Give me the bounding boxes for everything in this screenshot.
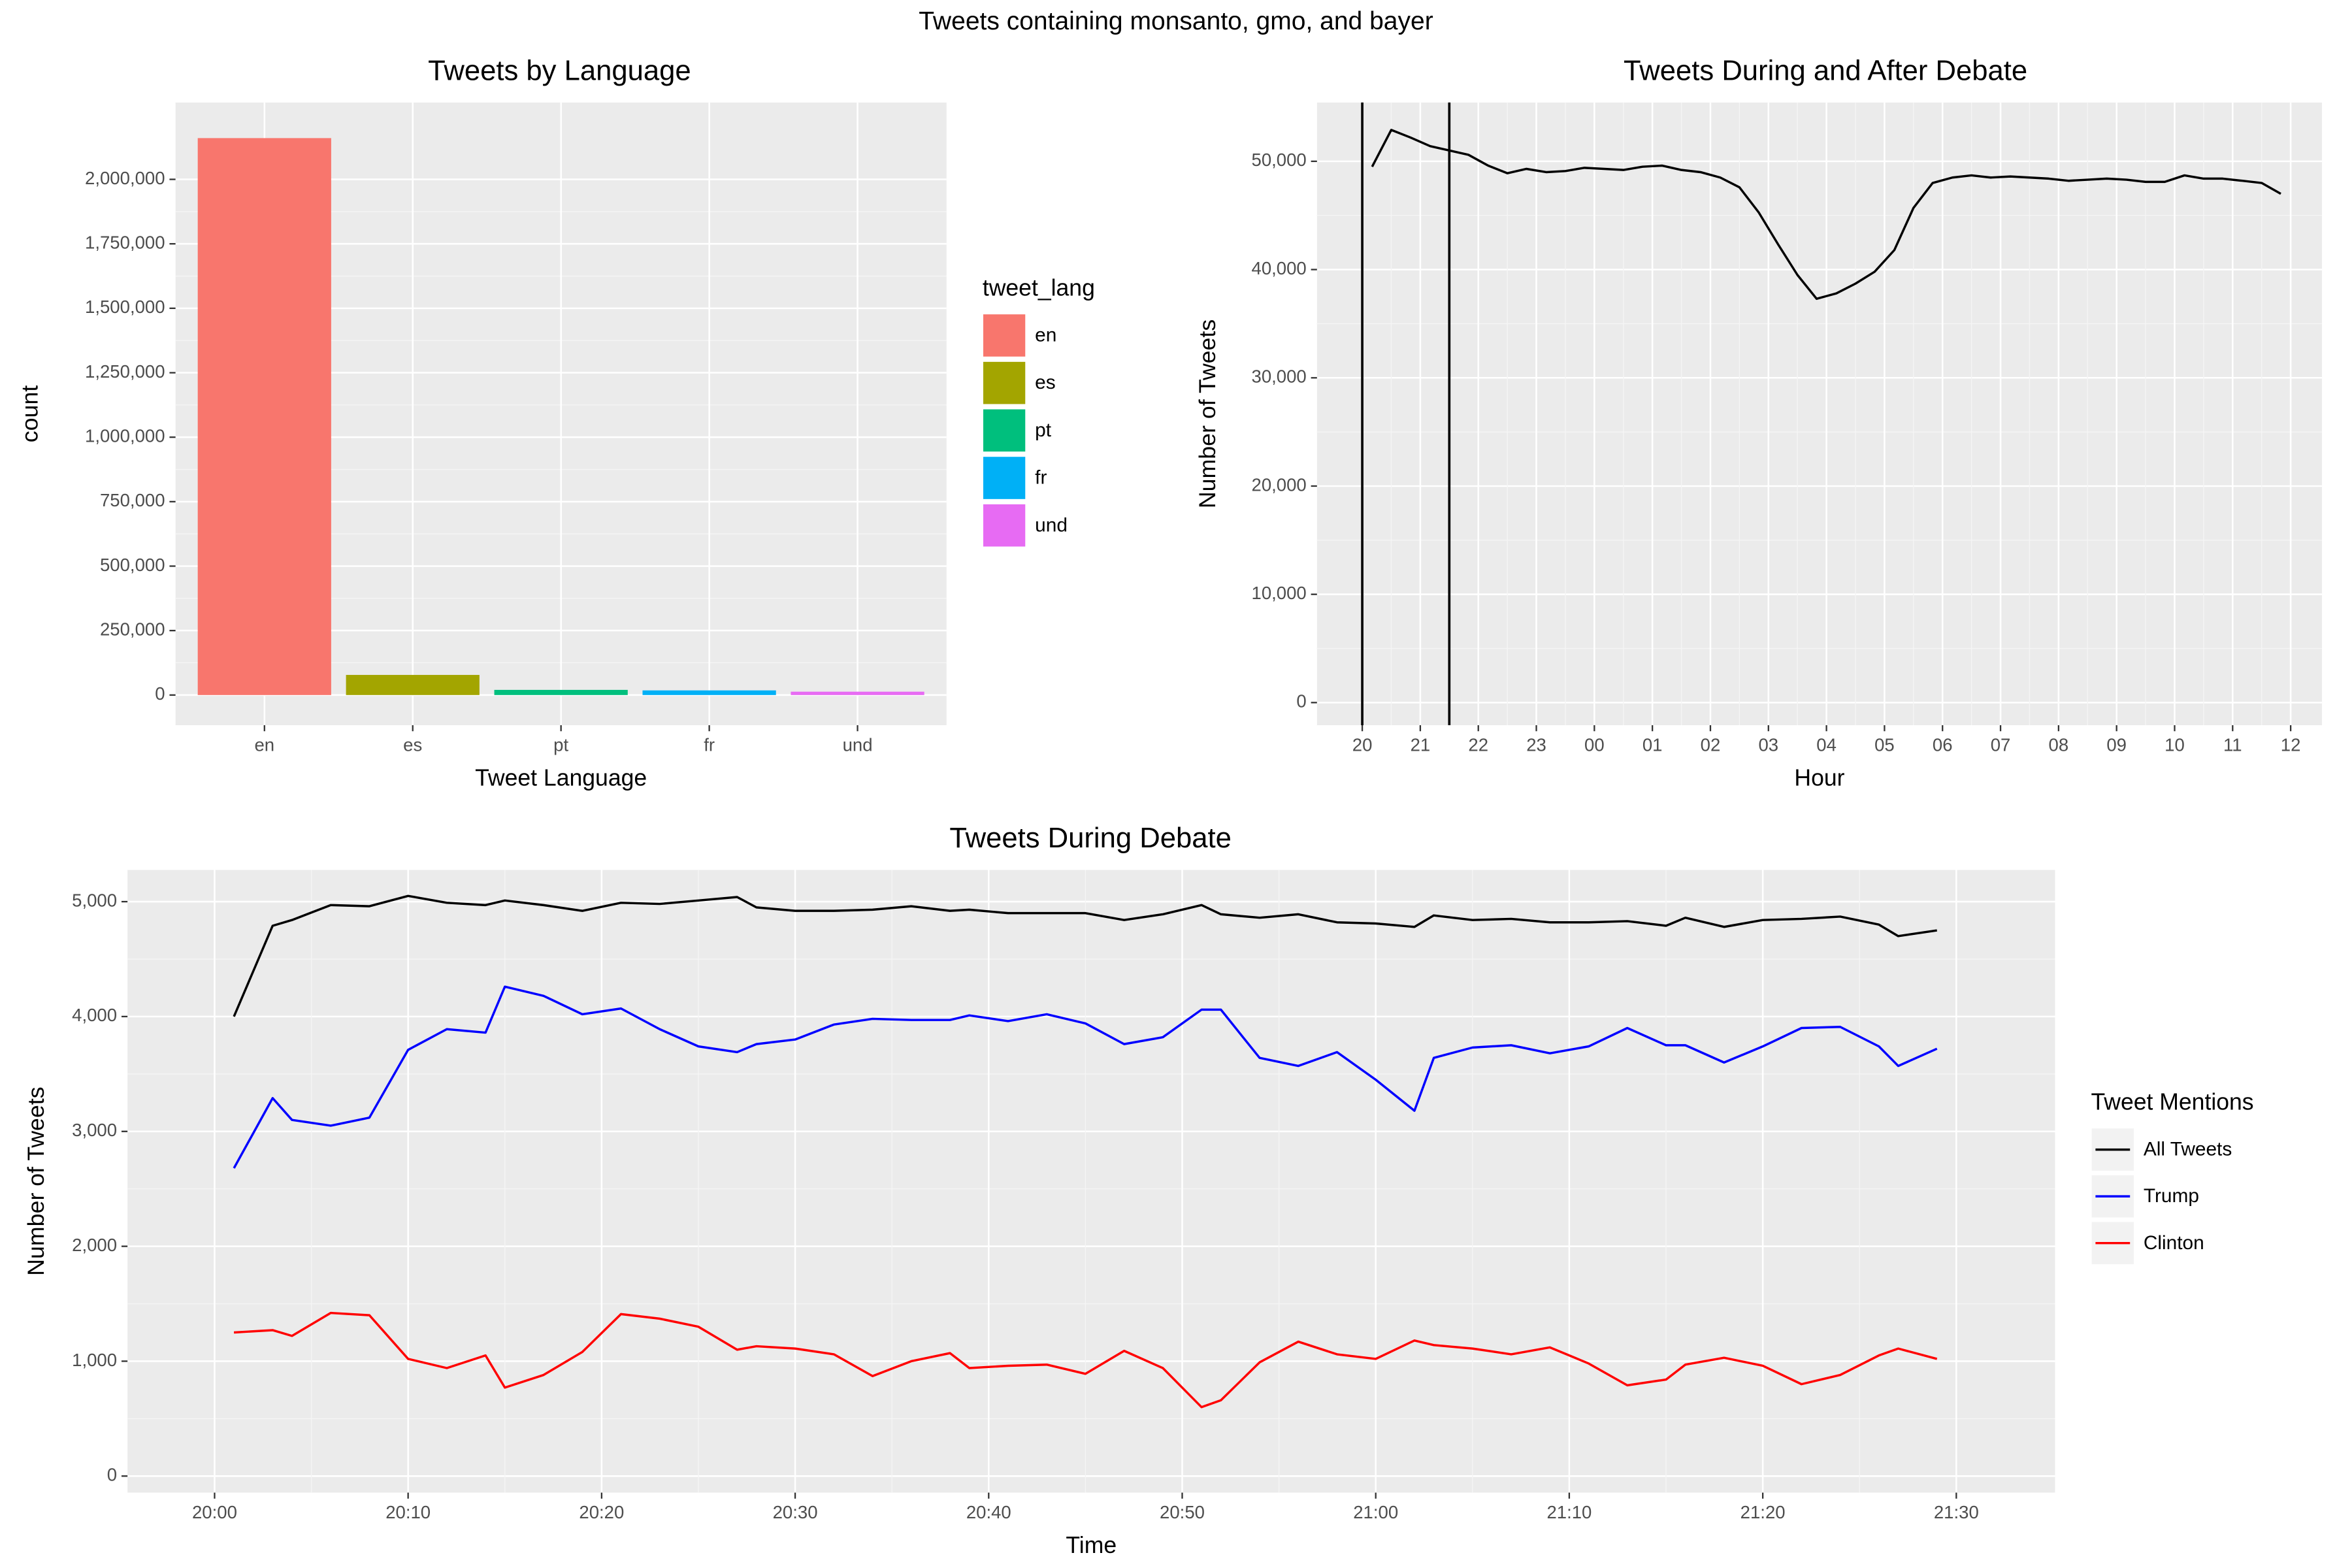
bar	[642, 690, 776, 695]
legend-label: es	[1035, 372, 1056, 393]
y-tick-label: 40,000	[1252, 258, 1307, 278]
y-tick-label: 2,000	[72, 1235, 117, 1255]
x-tick-label: fr	[704, 735, 715, 755]
x-tick-label: 23	[1526, 735, 1546, 755]
page-title: Tweets containing monsanto, gmo, and bay…	[919, 7, 1433, 35]
y-tick-label: 500,000	[100, 555, 165, 575]
legend-key	[981, 312, 1027, 359]
x-tick-label: 12	[2281, 735, 2301, 755]
bar	[197, 138, 331, 695]
y-tick-label: 250,000	[100, 619, 165, 639]
x-tick-label: 20	[1352, 735, 1373, 755]
y-tick-label: 3,000	[72, 1120, 117, 1140]
series-line	[1371, 129, 2281, 301]
legend-label: Clinton	[2144, 1232, 2204, 1254]
y-tick-label: 750,000	[100, 490, 165, 510]
x-tick-label: und	[843, 735, 873, 755]
x-tick-label: 02	[1701, 735, 1721, 755]
x-tick-label: 20:30	[773, 1502, 818, 1522]
y-tick-label: 1,000	[72, 1350, 117, 1370]
x-tick-label: 01	[1642, 735, 1663, 755]
legend-label: All Tweets	[2144, 1139, 2232, 1160]
y-tick-label: 5,000	[72, 890, 117, 910]
x-tick-label: 06	[1933, 735, 1953, 755]
x-tick-label: pt	[553, 735, 568, 755]
y-axis-title: Number of Tweets	[1194, 319, 1220, 508]
x-axis-title: Hour	[1794, 764, 1844, 791]
x-axis-title: Tweet Language	[475, 764, 647, 791]
x-tick-label: 05	[1874, 735, 1895, 755]
x-tick-label: 21:20	[1740, 1502, 1786, 1522]
y-tick-label: 1,250,000	[85, 361, 165, 382]
x-tick-label: 20:00	[192, 1502, 237, 1522]
x-tick-label: 03	[1758, 735, 1778, 755]
y-tick-label: 50,000	[1252, 150, 1307, 170]
x-tick-label: 04	[1816, 735, 1837, 755]
legend-label: pt	[1035, 419, 1052, 441]
x-tick-label: 21	[1411, 735, 1431, 755]
x-tick-label: 10	[2164, 735, 2185, 755]
y-tick-label: 20,000	[1252, 474, 1307, 495]
plot-panel	[1316, 102, 2323, 725]
series-line	[233, 985, 1938, 1169]
x-tick-label: 00	[1584, 735, 1605, 755]
y-axis-title: Number of Tweets	[23, 1086, 49, 1275]
legend-title: tweet_lang	[983, 274, 1095, 301]
y-tick-label: 1,750,000	[85, 232, 165, 252]
y-tick-label: 4,000	[72, 1005, 117, 1025]
legend-key	[981, 502, 1027, 548]
plot-panel	[127, 870, 2055, 1493]
y-tick-label: 0	[1296, 691, 1306, 711]
x-tick-label: 22	[1468, 735, 1488, 755]
legend-label: en	[1035, 324, 1056, 346]
y-tick-label: 1,000,000	[85, 425, 165, 446]
y-axis-title: count	[17, 385, 43, 443]
series-line	[233, 894, 1937, 1017]
x-tick-label: es	[403, 735, 422, 755]
x-tick-label: 21:00	[1353, 1502, 1398, 1522]
chart-title: Tweets During Debate	[949, 822, 1231, 854]
legend-title: Tweet Mentions	[2091, 1089, 2254, 1115]
legend-label: und	[1035, 514, 1068, 536]
x-tick-label: 20:40	[966, 1502, 1011, 1522]
y-tick-label: 0	[155, 683, 165, 704]
legend-key	[981, 360, 1027, 406]
legend-label: Trump	[2144, 1185, 2199, 1207]
x-tick-label: 20:10	[385, 1502, 431, 1522]
bar	[791, 691, 924, 695]
x-tick-label: 20:50	[1160, 1502, 1205, 1522]
legend-label: fr	[1035, 467, 1047, 489]
x-tick-label: 20:20	[579, 1502, 624, 1522]
bar	[494, 689, 628, 695]
x-tick-label: 21:10	[1546, 1502, 1592, 1522]
legend-key	[981, 408, 1027, 453]
y-tick-label: 1,500,000	[85, 297, 165, 317]
x-tick-label: 09	[2106, 735, 2127, 755]
legend-key	[981, 455, 1027, 501]
x-tick-label: 08	[2049, 735, 2069, 755]
x-tick-label: 21:30	[1934, 1502, 1979, 1522]
y-tick-label: 30,000	[1252, 367, 1307, 387]
x-tick-label: 11	[2223, 735, 2242, 755]
series-line	[233, 1311, 1938, 1409]
x-tick-label: 07	[1991, 735, 2011, 755]
y-tick-label: 10,000	[1252, 583, 1307, 603]
x-axis-title: Time	[1066, 1532, 1117, 1558]
chart-title: Tweets During and After Debate	[1624, 54, 2027, 86]
bar	[346, 675, 480, 695]
chart-title: Tweets by Language	[428, 54, 691, 86]
x-tick-label: en	[254, 735, 274, 755]
y-tick-label: 2,000,000	[85, 168, 165, 188]
y-tick-label: 0	[107, 1465, 117, 1485]
